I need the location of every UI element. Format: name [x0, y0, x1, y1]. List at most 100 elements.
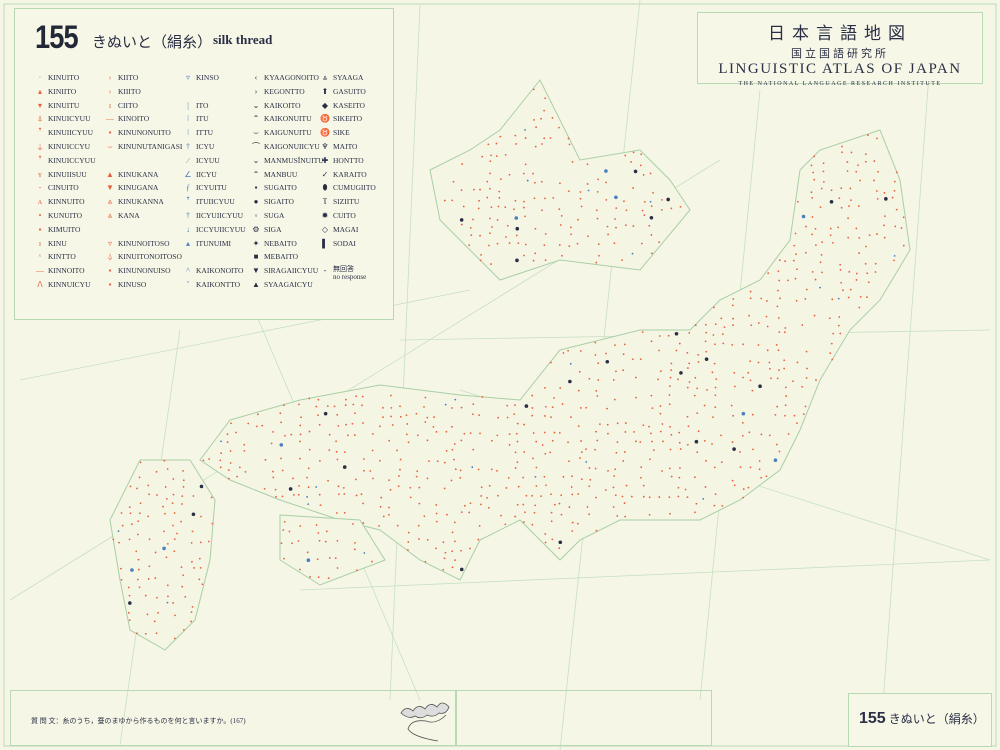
- response-symbol: [819, 261, 822, 264]
- response-symbol: [165, 556, 168, 559]
- response-symbol: [670, 433, 673, 436]
- response-symbol: [397, 485, 400, 488]
- response-symbol: [471, 466, 474, 469]
- response-symbol: [751, 389, 754, 392]
- legend-label: SIRAGAIICYUU: [264, 266, 319, 276]
- silk-thread-illustration: [400, 702, 450, 742]
- response-symbol: [659, 370, 662, 373]
- response-symbol: [894, 225, 897, 228]
- legend-item: † IICYUIICYUU: [183, 209, 246, 223]
- response-symbol: [802, 413, 805, 416]
- response-symbol: [534, 252, 537, 255]
- response-symbol: [443, 199, 446, 202]
- response-symbol: [230, 422, 232, 425]
- response-symbol: [858, 252, 860, 254]
- response-symbol: [315, 405, 318, 408]
- response-symbol: [533, 511, 536, 514]
- response-symbol: [742, 496, 744, 499]
- response-symbol: [504, 153, 507, 156]
- response-symbol: [678, 342, 681, 345]
- response-symbol: [190, 541, 193, 544]
- legend-label: KINUIISUU: [48, 169, 87, 179]
- legend-label: KINUGANA: [118, 183, 159, 193]
- response-symbol: [552, 196, 555, 199]
- response-symbol: [873, 160, 876, 162]
- response-symbol: [812, 171, 815, 174]
- response-symbol: [496, 470, 498, 472]
- legend-label: IICYU: [196, 169, 217, 179]
- response-symbol: [829, 200, 834, 204]
- response-symbol: [166, 468, 169, 470]
- legend-symbol-icon: ◇: [321, 224, 329, 234]
- response-symbol: [426, 416, 429, 419]
- legend-item: ⩓ KANA: [105, 209, 182, 223]
- response-symbol: [290, 433, 293, 436]
- response-symbol: [533, 118, 535, 121]
- response-symbol: [517, 242, 520, 245]
- response-symbol: [469, 547, 471, 550]
- response-symbol: [784, 327, 787, 329]
- legend-label: SIGA: [264, 224, 282, 234]
- response-symbol: [649, 200, 652, 203]
- response-symbol: [435, 504, 438, 506]
- response-symbol: [568, 460, 570, 463]
- response-symbol: [778, 369, 780, 372]
- response-symbol: [435, 512, 438, 515]
- response-symbol: [731, 441, 734, 443]
- response-symbol: [588, 485, 591, 488]
- response-symbol: [579, 197, 582, 200]
- response-symbol: [586, 506, 589, 508]
- response-symbol: [356, 569, 358, 572]
- response-symbol: [508, 173, 511, 176]
- response-symbol: [711, 371, 714, 374]
- response-symbol: [490, 468, 493, 471]
- response-symbol: [442, 568, 445, 571]
- response-symbol: [605, 359, 610, 364]
- response-symbol: [614, 344, 616, 347]
- response-symbol: [821, 241, 823, 244]
- response-symbol: [497, 494, 499, 497]
- response-symbol: [560, 214, 563, 217]
- response-symbol: [292, 477, 294, 480]
- legend-label: KINOITO: [118, 114, 150, 124]
- response-symbol: [849, 288, 852, 291]
- response-symbol: [739, 466, 742, 468]
- legend-symbol-icon: ∕: [187, 155, 189, 165]
- response-symbol: [811, 270, 814, 273]
- response-symbol: [279, 443, 284, 447]
- legend-label: KINUICCYUU: [48, 155, 96, 165]
- response-symbol: [650, 205, 653, 208]
- response-symbol: [514, 451, 517, 454]
- response-symbol: [741, 434, 744, 437]
- response-symbol: [326, 405, 329, 408]
- response-symbol: [336, 458, 339, 461]
- response-symbol: [669, 512, 671, 515]
- response-symbol: [639, 358, 642, 361]
- legend-item: ▪ KINUNONUITO: [105, 126, 182, 140]
- response-symbol: [451, 550, 454, 553]
- response-symbol: [180, 566, 183, 569]
- response-symbol: [446, 513, 448, 516]
- response-symbol: [576, 242, 579, 245]
- response-symbol: [588, 377, 591, 380]
- response-symbol: [893, 189, 896, 192]
- response-symbol: [678, 441, 681, 444]
- response-symbol: [497, 205, 500, 208]
- legend-item: ˇ KAIKONTTO: [183, 278, 246, 292]
- response-symbol: [137, 520, 140, 523]
- response-symbol: [515, 234, 518, 237]
- response-symbol: [668, 496, 671, 499]
- atlas-title-box: 日本言語地図 国立国語研究所 LINGUISTIC ATLAS OF JAPAN…: [697, 12, 983, 87]
- response-symbol: [713, 306, 715, 309]
- response-symbol: [443, 557, 446, 560]
- response-symbol: [173, 550, 176, 553]
- legend-label: KANA: [118, 210, 140, 220]
- response-symbol: [559, 387, 562, 389]
- response-symbol: [732, 324, 734, 327]
- response-symbol: [805, 350, 808, 353]
- response-symbol: [864, 153, 867, 156]
- response-symbol: [317, 532, 320, 534]
- legend-label: ICYUU: [196, 155, 220, 165]
- response-symbol: [864, 160, 867, 163]
- legend-symbol-icon: ·: [38, 73, 42, 82]
